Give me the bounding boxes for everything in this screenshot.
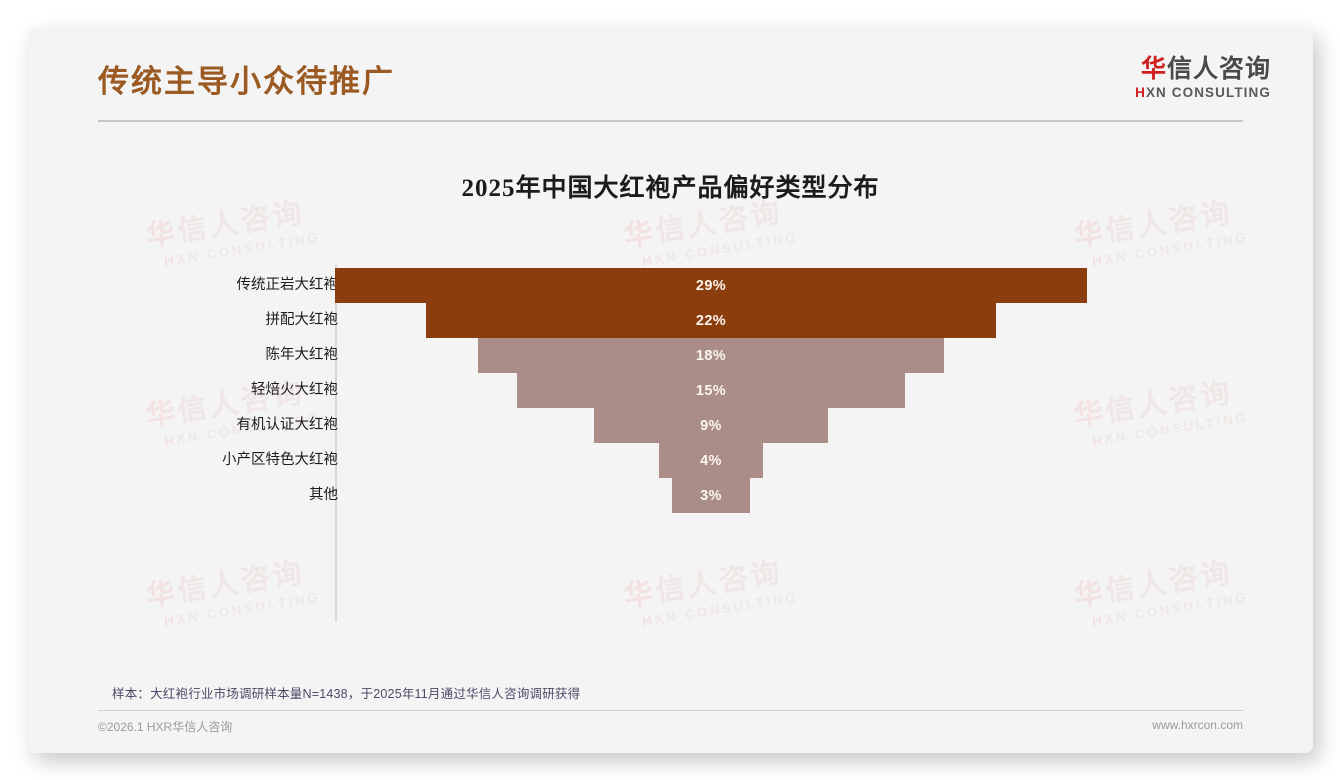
page-title: 传统主导小众待推广 (98, 64, 395, 99)
chart-title: 2025年中国大红袍产品偏好类型分布 (461, 175, 880, 202)
bar-value-label: 29% (695, 277, 727, 294)
website-text: www.hxrcon.com (1152, 718, 1243, 732)
brand-logo: 华信人咨询 HXN CONSULTING (1135, 56, 1271, 100)
bar-value-label: 22% (695, 312, 727, 329)
bar-category-label: 其他 (309, 487, 338, 503)
chart-bar: 18% (477, 338, 945, 373)
chart-bar: 15% (516, 373, 906, 408)
chart-bar: 9% (594, 408, 828, 443)
funnel-chart: 传统正岩大红袍 29% 拼配大红袍 22% 陈年大红袍 18% 轻焙火大红袍 15% 有机认证大… (28, 258, 1313, 628)
copyright-text: ©2026.1 HXR华信人咨询 (98, 720, 233, 734)
chart-bar-row: 拼配大红袍 22% (28, 303, 1313, 338)
chart-bar: 3% (672, 478, 750, 513)
header-divider (98, 120, 1243, 122)
bar-value-label: 4% (700, 452, 722, 469)
chart-bar-row: 其他 3% (28, 478, 1313, 513)
bar-category-label: 有机认证大红袍 (236, 417, 339, 433)
chart-bar-row: 陈年大红袍 18% (28, 338, 1313, 373)
bar-category-label: 轻焙火大红袍 (251, 382, 338, 398)
chart-footnote: 样本：大红袍行业市场调研样本量N=1438，于2025年11月通过华信人咨询调研… (112, 687, 581, 701)
chart-axis-line (335, 265, 337, 622)
bar-category-label: 小产区特色大红袍 (222, 452, 338, 468)
bar-value-label: 9% (700, 417, 722, 434)
footer-divider (98, 710, 1243, 711)
chart-bar-row: 小产区特色大红袍 4% (28, 443, 1313, 478)
bar-category-label: 陈年大红袍 (265, 347, 339, 363)
chart-bar-row: 有机认证大红袍 9% (28, 408, 1313, 443)
slide-card: 华信人咨询 HXN CONSULTING 华信人咨询 HXN CONSULTIN… (28, 28, 1313, 753)
chart-bar: 4% (659, 443, 763, 478)
bar-category-label: 拼配大红袍 (265, 312, 339, 328)
logo-en-text: HXN CONSULTING (1135, 85, 1271, 101)
bar-value-label: 15% (695, 382, 727, 399)
chart-bar-row: 传统正岩大红袍 29% (28, 268, 1313, 303)
slide-header: 传统主导小众待推广 华信人咨询 HXN CONSULTING (28, 28, 1313, 122)
chart-bar-row: 轻焙火大红袍 15% (28, 373, 1313, 408)
chart-bar: 29% (335, 268, 1087, 303)
bar-category-label: 传统正岩大红袍 (236, 277, 339, 293)
bar-value-label: 3% (700, 487, 722, 504)
chart-bar: 22% (425, 303, 997, 338)
logo-cn-text: 华信人咨询 (1140, 55, 1271, 83)
bar-value-label: 18% (695, 347, 727, 364)
